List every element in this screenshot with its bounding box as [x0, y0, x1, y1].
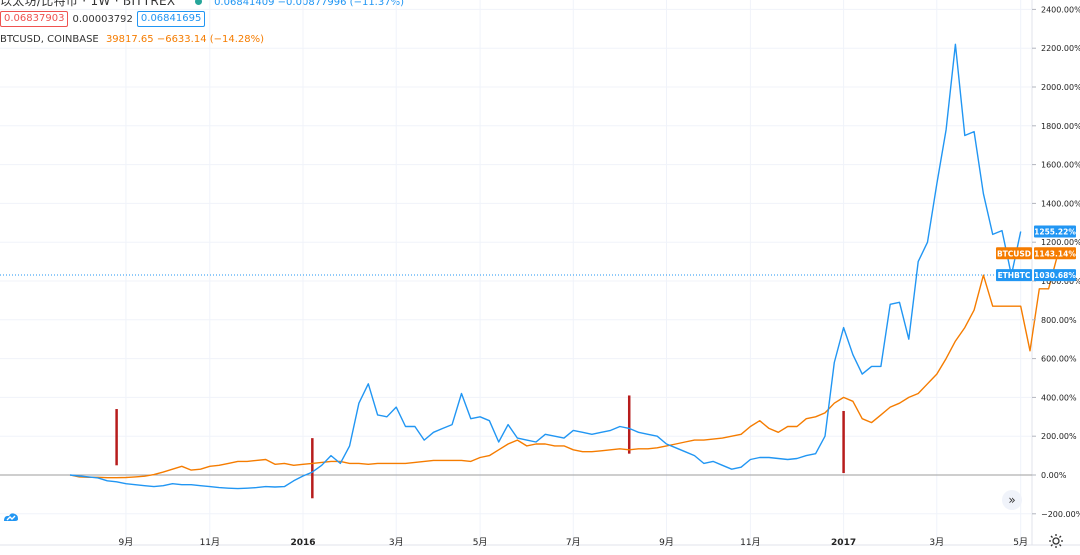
x-tick-label: 2017 [831, 538, 856, 548]
eth-series-name-label-text: ETHBTC [998, 271, 1031, 280]
bid-ask-row: 0.06837903 0.00003792 0.06841695 [0, 11, 206, 27]
main-symbol-legend[interactable]: 以太坊/比特币 · 1W · BITTREX 0.06841409 −0.008… [0, 0, 404, 9]
x-tick-label: 5月 [1013, 537, 1028, 548]
eth-level-value-label: 1030.68% [1034, 269, 1076, 282]
y-tick-label: 1200.00% [1041, 238, 1080, 247]
btc-last-value-label-bg [1034, 247, 1076, 260]
y-tick-label: 2000.00% [1041, 83, 1080, 92]
series-value-labels: 1255.22% BTCUSD 1143.14% ETHBTC 1030.68% [996, 225, 1076, 282]
y-tick-label: 0.00% [1041, 471, 1067, 480]
x-tick-label: 9月 [659, 537, 674, 548]
y-tick-label: 600.00% [1041, 355, 1077, 364]
btc-series-name-label: BTCUSD [996, 247, 1032, 260]
y-tick-label: 800.00% [1041, 316, 1077, 325]
compare-symbol-value: 39817.65 −6633.14 (−14.28%) [105, 34, 265, 45]
x-tick-label: 2016 [290, 538, 315, 548]
series-lines [69, 43, 1059, 490]
x-axis[interactable]: 9月11月20163月5月7月9月11月20173月5月7月 [119, 537, 1080, 548]
main-symbol-title[interactable]: 以太坊/比特币 · 1W · BITTREX [0, 0, 176, 8]
main-symbol-value: 0.06841409 −0.00877996 (−11.37%) [214, 0, 404, 8]
y-tick-label: 1600.00% [1041, 161, 1080, 170]
settings-gear-icon[interactable] [1048, 533, 1064, 549]
eth-last-value-label: 1255.22% [1034, 225, 1076, 238]
y-tick-label: 1000.00% [1041, 277, 1080, 286]
y-tick-label: 2400.00% [1041, 5, 1080, 14]
y-tick-label: 200.00% [1041, 432, 1077, 441]
x-tick-label: 3月 [389, 537, 404, 548]
eth-level-value-label-bg [1034, 269, 1076, 282]
y-axis[interactable]: −200.00% 0.00% 200.00% 400.00% 600.00% 800.00… [1032, 5, 1080, 519]
btc-series-name-label-bg [996, 247, 1032, 260]
x-tick-label: 9月 [119, 537, 134, 548]
scroll-to-latest-icon[interactable]: » [1002, 490, 1022, 510]
market-status-icon [195, 0, 203, 5]
y-tick-label: 1800.00% [1041, 122, 1080, 131]
eth-series-name-label-bg [996, 269, 1032, 282]
x-tick-label: 11月 [200, 537, 220, 548]
ask-price-box[interactable]: 0.06841695 [136, 11, 206, 27]
bid-price-box[interactable]: 0.06837903 [0, 11, 69, 27]
compare-symbol-legend[interactable]: BTCUSD, COINBASE 39817.65 −6633.14 (−14.… [0, 34, 264, 45]
x-tick-label: 11月 [740, 537, 760, 548]
y-tick-label: 400.00% [1041, 393, 1077, 402]
eth-last-value-label-text: 1255.22% [1034, 228, 1076, 237]
compare-symbol-title[interactable]: BTCUSD, COINBASE [0, 34, 99, 45]
btc-last-value-label-text: 1143.14% [1034, 249, 1076, 258]
y-tick-label: −200.00% [1041, 510, 1080, 519]
eth-last-value-label-bg [1034, 225, 1076, 238]
eth-series-name-label: ETHBTC [996, 269, 1032, 282]
chart-legend-header: 以太坊/比特币 · 1W · BITTREX 0.06841409 −0.008… [0, 0, 760, 50]
ethbtc-series-line [69, 43, 1022, 490]
btc-series-name-label-text: BTCUSD [997, 249, 1031, 258]
y-tick-label: 2200.00% [1041, 44, 1080, 53]
event-markers [115, 395, 845, 499]
y-tick-label: 1400.00% [1041, 199, 1080, 208]
spread-value: 0.00003792 [72, 13, 133, 25]
x-tick-label: 3月 [929, 537, 944, 548]
btc-last-value-label: 1143.14% [1034, 247, 1076, 260]
x-tick-label: 5月 [473, 537, 488, 548]
x-tick-label: 7月 [566, 537, 581, 548]
tradingview-logo-icon[interactable] [3, 509, 19, 525]
btcusd-series-line [69, 253, 1059, 479]
eth-level-value-label-text: 1030.68% [1034, 271, 1076, 280]
